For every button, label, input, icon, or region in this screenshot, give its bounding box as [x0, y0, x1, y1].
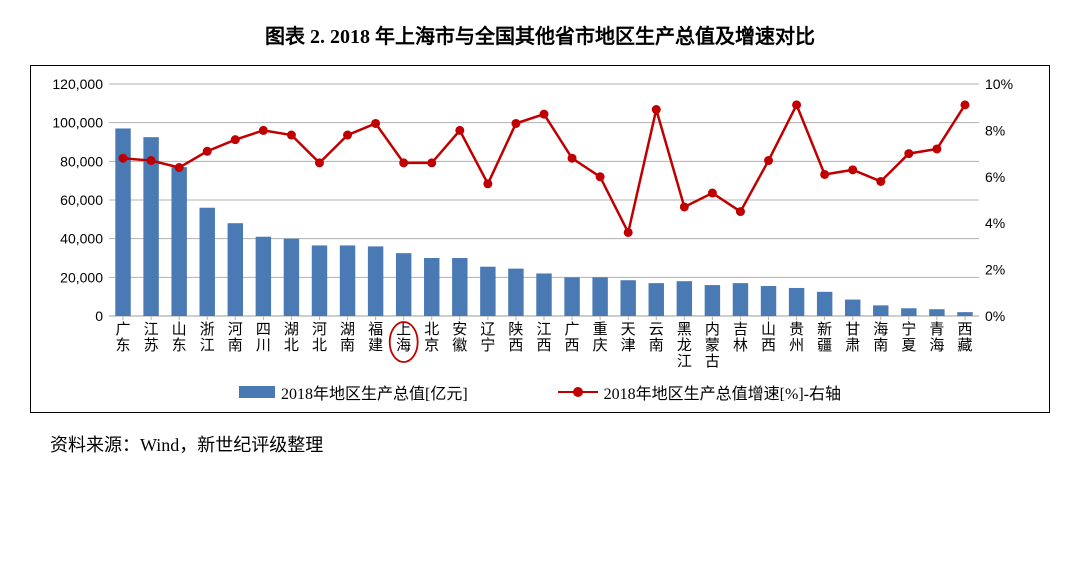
- svg-text:80,000: 80,000: [60, 153, 103, 169]
- svg-text:西藏: 西藏: [957, 322, 972, 354]
- svg-text:40,000: 40,000: [60, 231, 103, 247]
- svg-text:100,000: 100,000: [52, 115, 103, 131]
- legend-bar-item: 2018年地区生产总值[亿元]: [239, 380, 468, 404]
- svg-text:甘肃: 甘肃: [845, 321, 860, 354]
- svg-text:0%: 0%: [985, 308, 1005, 324]
- svg-text:山西: 山西: [761, 321, 776, 354]
- chart-title: 图表 2. 2018 年上海市与全国其他省市地区生产总值及增速对比: [30, 20, 1050, 49]
- svg-text:云南: 云南: [649, 322, 664, 354]
- svg-text:山东: 山东: [172, 321, 187, 354]
- legend-line-swatch: [558, 391, 598, 393]
- svg-text:内蒙古: 内蒙古: [705, 321, 720, 370]
- svg-text:4%: 4%: [985, 215, 1005, 231]
- svg-text:吉林: 吉林: [733, 321, 748, 354]
- svg-text:福建: 福建: [368, 321, 383, 354]
- svg-text:贵州: 贵州: [789, 321, 804, 354]
- combo-chart: 0 20,000 40,000 60,000 80,000 100,000 120,000 0…: [47, 76, 1027, 376]
- legend-line-label: 2018年地区生产总值增速[%]-右轴: [604, 380, 841, 404]
- svg-text:江西: 江西: [536, 321, 551, 354]
- svg-text:北京: 北京: [424, 321, 439, 354]
- svg-text:海南: 海南: [873, 321, 888, 354]
- source-text: 资料来源：Wind，新世纪评级整理: [30, 431, 1050, 457]
- svg-text:0: 0: [95, 308, 103, 324]
- svg-text:四川: 四川: [256, 322, 271, 354]
- svg-text:上海: 上海: [396, 321, 411, 354]
- svg-text:宁夏: 宁夏: [901, 321, 916, 354]
- svg-text:安徽: 安徽: [452, 321, 467, 354]
- svg-text:辽宁: 辽宁: [480, 321, 495, 354]
- legend-bar-label: 2018年地区生产总值[亿元]: [281, 380, 468, 404]
- svg-text:10%: 10%: [985, 76, 1013, 92]
- svg-text:新疆: 新疆: [817, 321, 832, 354]
- svg-text:8%: 8%: [985, 122, 1005, 138]
- svg-text:重庆: 重庆: [593, 321, 608, 354]
- svg-text:浙江: 浙江: [200, 321, 215, 354]
- svg-text:60,000: 60,000: [60, 192, 103, 208]
- svg-text:河北: 河北: [312, 321, 327, 354]
- legend: 2018年地区生产总值[亿元] 2018年地区生产总值增速[%]-右轴: [47, 380, 1033, 404]
- svg-text:河南: 河南: [228, 321, 243, 354]
- legend-line-item: 2018年地区生产总值增速[%]-右轴: [558, 380, 841, 404]
- svg-text:广东: 广东: [116, 321, 131, 354]
- svg-text:黑龙江: 黑龙江: [677, 322, 692, 370]
- svg-text:2%: 2%: [985, 262, 1005, 278]
- svg-text:6%: 6%: [985, 169, 1005, 185]
- svg-text:江苏: 江苏: [144, 321, 159, 354]
- svg-text:陕西: 陕西: [508, 321, 523, 354]
- chart-container: 0 20,000 40,000 60,000 80,000 100,000 120,000 0…: [30, 65, 1050, 413]
- legend-bar-swatch: [239, 386, 275, 398]
- svg-text:湖南: 湖南: [340, 321, 355, 354]
- svg-text:天津: 天津: [621, 322, 636, 354]
- svg-text:120,000: 120,000: [52, 76, 103, 92]
- svg-text:广西: 广西: [565, 321, 580, 354]
- svg-text:湖北: 湖北: [284, 321, 299, 354]
- svg-text:20,000: 20,000: [60, 269, 103, 285]
- svg-text:青海: 青海: [929, 321, 944, 354]
